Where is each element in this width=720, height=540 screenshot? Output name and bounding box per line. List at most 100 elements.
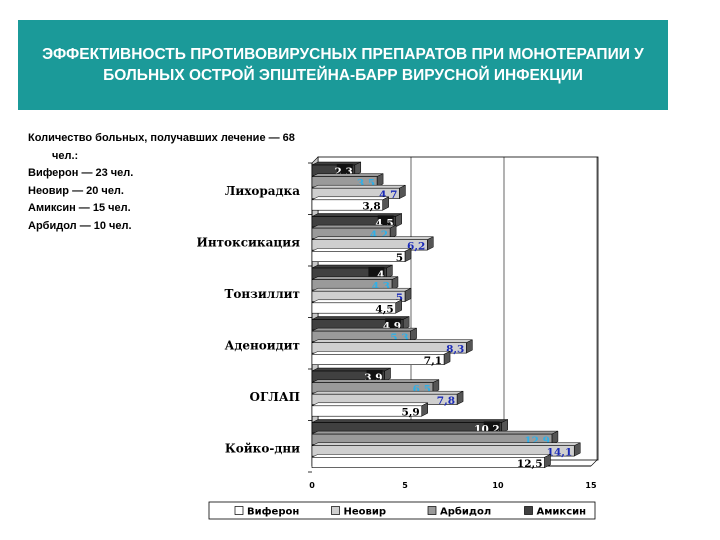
bar-side-face [421, 402, 428, 417]
data-label-bg [377, 215, 394, 228]
bar-Неовир-ОГЛАП [311, 393, 458, 405]
legend-box [208, 501, 596, 520]
bar-side-face [544, 453, 551, 469]
bar-side-face [395, 299, 402, 314]
bar-side-face [443, 350, 451, 366]
bar-top-face [311, 419, 508, 423]
data-label: 4,5 [375, 304, 393, 316]
category-label: Тонзиллит [224, 287, 300, 301]
gridline-floor [497, 459, 505, 467]
data-label: 6,2 [407, 241, 425, 253]
data-label-bg [483, 421, 500, 434]
bar-top-face [311, 351, 451, 355]
bar-top-face [311, 402, 428, 407]
bar-side-face [551, 430, 559, 445]
data-label: 3,8 [362, 201, 380, 213]
bar-side-face [427, 236, 434, 251]
bar-top-face [311, 339, 473, 343]
data-label: 4,3 [372, 281, 390, 293]
data-label: 12,9 [524, 435, 550, 447]
data-label: 14,1 [547, 447, 573, 459]
bar-Арбидол-Тонзиллит [311, 279, 393, 291]
bar-top-face [311, 236, 434, 240]
bar-top-face [311, 327, 417, 332]
data-label: 2,3 [334, 166, 352, 178]
data-label: 12,5 [517, 458, 543, 470]
legend-label: Виферон [247, 506, 299, 518]
legend-swatch [234, 506, 244, 515]
group-neovir: Неовир — 20 чел. [28, 184, 124, 197]
data-label: 4,2 [370, 229, 388, 241]
bar-side-face [386, 264, 393, 279]
bar-Амиксин-Аденоидит [311, 319, 404, 331]
data-label: 5,3 [390, 332, 408, 344]
data-label-bg [366, 370, 383, 383]
bar-side-face [376, 173, 384, 188]
x-tick-label: 15 [585, 481, 597, 490]
bar-top-face [311, 379, 440, 383]
x-tick-label: 0 [309, 481, 315, 490]
legend-swatch [331, 506, 340, 515]
legend-label: Арбидол [440, 506, 491, 518]
patients-total-unit: чел.: [52, 149, 79, 162]
group-arbidol: Арбидол — 10 чел. [28, 219, 132, 232]
bar-top-face [311, 430, 559, 435]
bar-side-face [391, 276, 399, 291]
data-label: 4 [377, 269, 384, 281]
category-label: ОГЛАП [250, 390, 300, 404]
bar-Неовир-Тонзиллит [311, 290, 406, 302]
bar-side-face [410, 327, 417, 342]
bar-side-face [382, 196, 389, 211]
bar-top-face [311, 316, 410, 320]
bar-Арбидол-ОГЛАП [311, 382, 434, 394]
data-label: 4,7 [379, 189, 397, 201]
bar-side-face [384, 367, 391, 382]
patients-total-line: Количество больных, получавших лечение —… [28, 132, 295, 144]
bar-top-face [311, 264, 393, 269]
bar-Арбидол-Аденоидит [311, 330, 411, 342]
data-label: 10,2 [474, 423, 500, 435]
bar-Арбидол-Койко-дни [311, 433, 553, 445]
legend-swatch [524, 506, 533, 515]
category-label: Интоксикация [196, 236, 300, 250]
bar-Виферон-ОГЛАП [311, 405, 423, 417]
data-label: 7,8 [437, 395, 455, 407]
bar-side-face [354, 161, 362, 176]
bar-top-face [311, 287, 412, 292]
data-label-bg [385, 318, 402, 331]
gridline-floor [404, 459, 412, 467]
slide-title: ЭФФЕКТИВНОСТЬ ПРОТИВОВИРУСНЫХ ПРЕПАРАТОВ… [42, 46, 644, 84]
patients-info: Количество больных, получавших лечение —… [28, 130, 328, 235]
group-viferon: Виферон — 23 чел. [28, 167, 134, 179]
data-label-bg [336, 164, 353, 177]
plot-back-wall [317, 156, 599, 461]
bar-Виферон-Аденоидит [311, 353, 445, 365]
data-label-bg [368, 267, 385, 280]
data-label: 7,1 [424, 355, 442, 367]
category-label: Аденоидит [225, 339, 300, 353]
bar-top-face [311, 299, 402, 304]
bar-top-face [311, 390, 464, 395]
bar-top-face [311, 367, 391, 372]
slide-title-banner: ЭФФЕКТИВНОСТЬ ПРОТИВОВИРУСНЫХ ПРЕПАРАТОВ… [18, 20, 668, 110]
bar-Амиксин-Тонзиллит [311, 267, 387, 279]
x-tick-label: 10 [492, 481, 504, 490]
legend-label: Амиксин [537, 507, 587, 518]
group-amiksin: Амиксин — 15 чел. [28, 202, 131, 214]
category-label: Койко-дни [225, 442, 300, 456]
bar-side-face [456, 390, 464, 406]
bar-top-face [311, 442, 581, 446]
bar-top-face [311, 276, 399, 280]
data-label: 6,5 [413, 384, 431, 396]
data-label: 5 [396, 252, 403, 264]
bar-side-face [574, 442, 581, 457]
bar-Амиксин-Койко-дни [311, 422, 503, 434]
bar-Виферон-Интоксикация [311, 251, 406, 263]
bar-side-face [466, 339, 473, 354]
data-label: 5,9 [401, 407, 419, 419]
bar-top-face [311, 454, 551, 458]
bar-side-face [402, 316, 410, 331]
data-label: 3,9 [364, 372, 382, 384]
bar-side-face [395, 213, 402, 228]
bar-side-face [501, 419, 508, 434]
